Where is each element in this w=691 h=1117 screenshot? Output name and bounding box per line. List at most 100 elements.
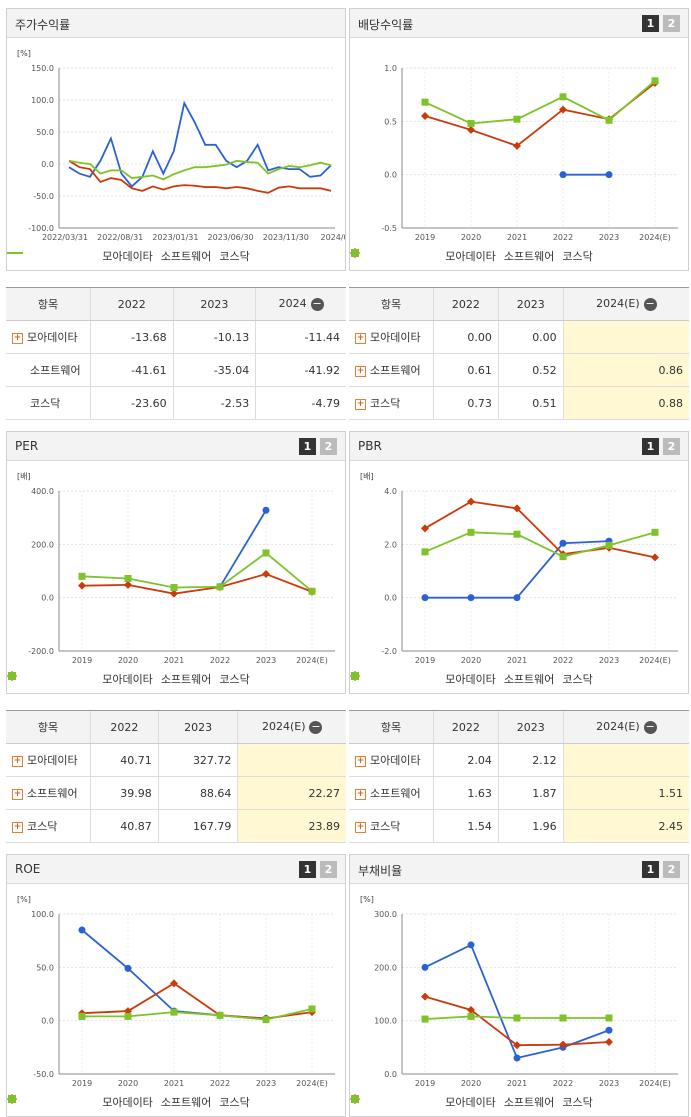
dividend-yield-data-point[interactable] [651,77,659,85]
legend-item[interactable]: 소프트웨어 [350,671,554,687]
pbr-data-point[interactable] [467,528,475,536]
per-data-point[interactable] [308,587,316,595]
row-label[interactable]: + 소프트웨어 [349,776,434,810]
expand-plus-icon[interactable]: + [355,365,366,377]
per-data-point[interactable] [78,572,86,580]
expand-plus-icon[interactable]: + [355,755,366,767]
per-data-point[interactable] [262,549,270,557]
pbr-data-point[interactable] [513,504,521,513]
row-label[interactable]: + 모아데이타 [6,743,91,777]
row-label[interactable]: + 모아데이타 [349,320,434,354]
dividend-yield-data-point[interactable] [467,119,475,127]
dividend-yield-view-button-1[interactable]: 1 [642,15,659,32]
legend-item[interactable]: 코스닥 [351,248,593,264]
row-label[interactable]: + 소프트웨어 [349,353,434,387]
row-label[interactable]: + 코스닥 [6,809,91,843]
dividend-yield-data-point[interactable] [513,115,521,123]
debt-ratio-data-point[interactable] [421,1015,429,1023]
debt-ratio-data-point[interactable] [421,963,429,971]
per-data-point[interactable] [170,584,178,592]
debt-ratio-data-point[interactable] [559,1014,567,1022]
dividend-yield-data-point[interactable] [605,171,613,179]
roe-data-point[interactable] [124,964,132,972]
expand-plus-icon[interactable]: + [12,755,23,767]
pbr-data-point[interactable] [513,594,521,602]
dividend-yield-data-point[interactable] [421,112,429,120]
legend-item[interactable]: 모아데이타 [351,671,496,687]
legend-item[interactable]: 소프트웨어 [350,1094,554,1110]
dividend-yield-data-point[interactable] [467,125,475,134]
legend-item[interactable]: 모아데이타 [351,1094,496,1110]
roe-data-point[interactable] [170,979,178,988]
dividend-yield-data-point[interactable] [513,141,521,150]
debt-ratio-view-button-1[interactable]: 1 [642,861,659,878]
roe-data-point[interactable] [124,1012,132,1020]
expand-plus-icon[interactable]: + [12,332,23,344]
debt-ratio-data-point[interactable] [559,1040,567,1049]
debt-ratio-view-button-2[interactable]: 2 [663,861,680,878]
row-label[interactable]: + 코스닥 [349,809,434,843]
legend-item[interactable]: 모아데이타 [7,248,153,264]
debt-ratio-data-point[interactable] [605,1026,613,1034]
per-data-point[interactable] [78,581,86,590]
legend-item[interactable]: 코스닥 [351,1094,593,1110]
roe-data-point[interactable] [308,1005,316,1013]
legend-item[interactable]: 모아데이타 [8,1094,153,1110]
row-label[interactable]: + 코스닥 [349,386,434,420]
per-data-point[interactable] [124,580,132,589]
pbr-data-point[interactable] [651,553,659,562]
debt-ratio-data-point[interactable] [467,941,475,949]
debt-ratio-data-point[interactable] [467,1006,475,1014]
pbr-data-point[interactable] [605,541,613,549]
per-data-point[interactable] [216,583,224,591]
roe-view-button-2[interactable]: 2 [320,861,337,878]
expand-plus-icon[interactable]: + [355,398,366,410]
legend-item[interactable]: 코스닥 [7,248,250,264]
pbr-data-point[interactable] [559,553,567,561]
legend-item[interactable]: 소프트웨어 [7,248,211,264]
roe-data-point[interactable] [78,1012,86,1020]
pbr-data-point[interactable] [651,528,659,536]
collapse-icon[interactable]: − [309,719,323,734]
pbr-data-point[interactable] [513,530,521,538]
collapse-icon[interactable]: − [643,296,657,311]
collapse-icon[interactable]: − [643,719,657,734]
dividend-yield-data-point[interactable] [559,93,567,101]
debt-ratio-data-point[interactable] [513,1054,521,1062]
legend-item[interactable]: 모아데이타 [8,671,153,687]
row-label[interactable]: + 모아데이타 [6,320,91,354]
roe-view-button-1[interactable]: 1 [299,861,316,878]
debt-ratio-data-point[interactable] [467,1012,475,1020]
pbr-data-point[interactable] [421,548,429,556]
debt-ratio-data-point[interactable] [513,1041,521,1050]
per-data-point[interactable] [262,570,270,579]
dividend-yield-data-point[interactable] [559,105,567,114]
pbr-data-point[interactable] [421,594,429,602]
dividend-yield-view-button-2[interactable]: 2 [663,15,680,32]
expand-plus-icon[interactable]: + [355,821,366,833]
pbr-data-point[interactable] [467,594,475,602]
row-label[interactable]: + 모아데이타 [349,743,434,777]
pbr-data-point[interactable] [467,497,475,506]
dividend-yield-data-point[interactable] [605,116,613,124]
roe-data-point[interactable] [216,1011,224,1019]
legend-item[interactable]: 소프트웨어 [7,1094,211,1110]
per-view-button-2[interactable]: 2 [320,438,337,455]
per-data-point[interactable] [170,589,178,598]
pbr-view-button-1[interactable]: 1 [642,438,659,455]
legend-item[interactable]: 코스닥 [8,671,250,687]
legend-item[interactable]: 코스닥 [351,671,593,687]
per-data-point[interactable] [262,506,270,514]
roe-data-point[interactable] [262,1016,270,1024]
debt-ratio-data-point[interactable] [421,992,429,1001]
legend-item[interactable]: 모아데이타 [351,248,496,264]
per-data-point[interactable] [124,574,132,582]
debt-ratio-data-point[interactable] [605,1038,613,1046]
expand-plus-icon[interactable]: + [355,788,366,800]
pbr-data-point[interactable] [559,539,567,547]
expand-plus-icon[interactable]: + [12,821,23,833]
expand-plus-icon[interactable]: + [12,788,23,800]
legend-item[interactable]: 소프트웨어 [350,248,554,264]
collapse-icon[interactable]: − [310,296,324,311]
pbr-view-button-2[interactable]: 2 [663,438,680,455]
